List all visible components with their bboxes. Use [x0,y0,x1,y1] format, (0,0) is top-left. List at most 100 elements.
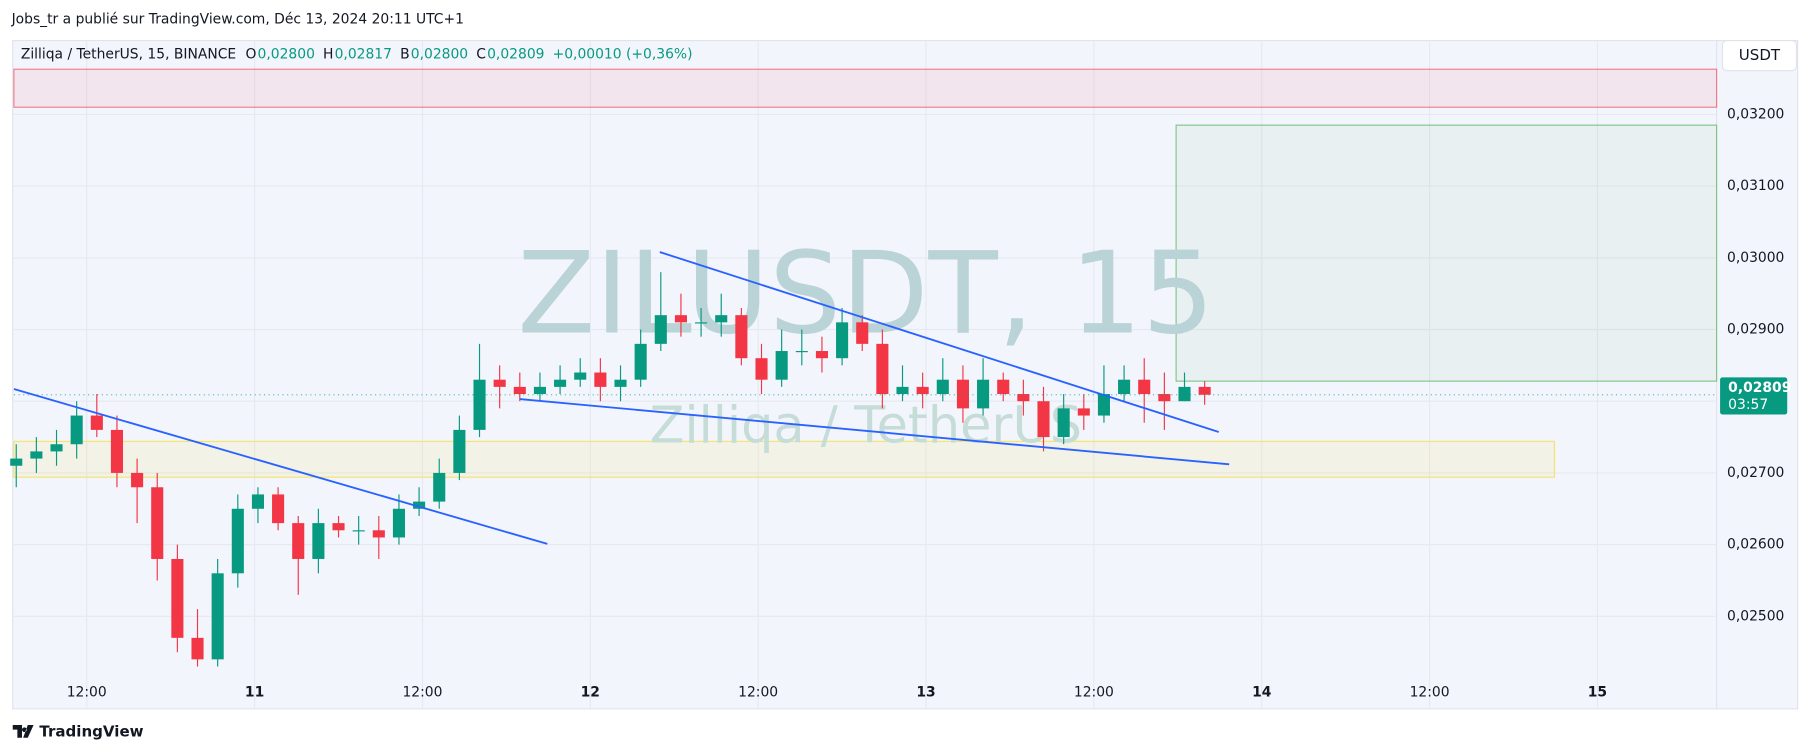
y-tick-label: 0,02500 [1727,608,1784,624]
candle-body [251,494,264,509]
candle-body [10,458,23,466]
ohlc-value: 0,02800 [258,46,315,62]
candle-body [433,472,446,502]
x-tick-label: 15 [1588,685,1607,701]
currency-button[interactable] [1721,39,1798,72]
plot-frame [12,39,1799,710]
candle-body [332,523,345,531]
candle-body [1138,379,1151,395]
x-tick-label: 13 [916,685,935,701]
candle-body [1178,386,1191,402]
candle-body [1077,408,1090,416]
candle-body [956,379,969,409]
symbol-label: Zilliqa / TetherUS, 15, BINANCE [21,46,236,62]
brand-logo [12,725,34,738]
x-tick-label: 14 [1252,685,1272,701]
x-tick-label: 12:00 [402,685,442,701]
candle-body [151,487,164,559]
last-price-badge [1720,377,1788,415]
support-zone [13,440,1556,478]
candle-body [493,379,506,387]
resistance-zone [13,68,1718,108]
candle-body [171,558,184,638]
candle-body [574,372,587,380]
candle-body [1097,394,1110,416]
candle-body [856,322,869,344]
trendline [659,251,1220,433]
candle-body [674,315,687,323]
watermark-subtitle: Zilliqa / TetherUS [650,397,1082,456]
candle-body [473,379,486,430]
y-tick-label: 0,02900 [1727,322,1784,338]
countdown-label: 03:57 [1728,397,1768,413]
trendline [519,398,1230,466]
candle-body [876,343,889,395]
ohlc-key: O [245,46,256,62]
x-tick-label: 12:00 [738,685,778,701]
ohlc-value: 0,02809 [487,46,544,62]
trendlines [13,251,1230,545]
zones [13,68,1718,478]
candle-body [453,429,466,473]
x-tick-label: 12:00 [1410,685,1450,701]
candle-body [695,322,708,324]
candle-body [1158,394,1171,402]
y-tick-label: 0,03200 [1727,106,1784,122]
brand-name: TradingView [39,722,143,740]
candle-body [594,372,607,387]
axes: 0,025000,026000,027000,028000,029000,030… [13,106,1791,701]
candle-body [735,315,748,359]
candle-body [211,573,224,660]
candle-body [272,494,285,524]
y-tick-label: 0,03000 [1727,250,1784,266]
candle-body [110,429,123,473]
y-tick-label: 0,03100 [1727,178,1784,194]
candle-body [1057,408,1070,438]
candle-body [413,501,426,509]
candle-body [1017,394,1030,402]
candle-body [634,343,647,380]
candle-body [231,508,244,574]
candle-body [352,530,365,532]
x-tick-label: 11 [245,685,264,701]
candles [10,272,1211,667]
candle-body [292,523,305,559]
legend: Zilliqa / TetherUS, 15, BINANCE O 0,02800 H… [21,46,693,62]
target-box [1175,124,1718,382]
change-label: +0,00010 (+0,36%) [553,46,693,62]
candle-body [372,530,385,538]
candle-body [1037,401,1050,438]
candle-body [191,637,204,660]
candle-body [1118,379,1131,395]
ohlc-value: 0,02817 [335,46,392,62]
y-tick-label: 0,02700 [1727,465,1784,481]
trendline [13,388,548,545]
candle-body [392,508,405,538]
last-price-label: 0,02809 [1728,380,1791,396]
candle-body [70,415,83,445]
currency-label[interactable]: USDT [1739,46,1781,64]
candle-body [795,351,808,353]
candle-body [836,322,849,359]
candle-body [654,315,667,344]
candle-body [131,472,144,488]
candle-body [896,386,909,395]
candle-body [1198,386,1211,395]
y-tick-label: 0,02600 [1727,537,1784,553]
candle-body [90,415,103,430]
candle-body [755,358,768,380]
x-tick-label: 12:00 [67,685,107,701]
candle-body [936,379,949,395]
ohlc-key: C [476,46,486,62]
ohlc-key: H [323,46,333,62]
candle-body [30,451,43,459]
x-tick-label: 12 [581,685,600,701]
candle-body [312,523,325,559]
candle-body [533,386,546,395]
candle-body [997,379,1010,395]
x-tick-label: 12:00 [1074,685,1114,701]
ohlc-value: 0,02800 [411,46,468,62]
ohlc-key: B [400,46,410,62]
